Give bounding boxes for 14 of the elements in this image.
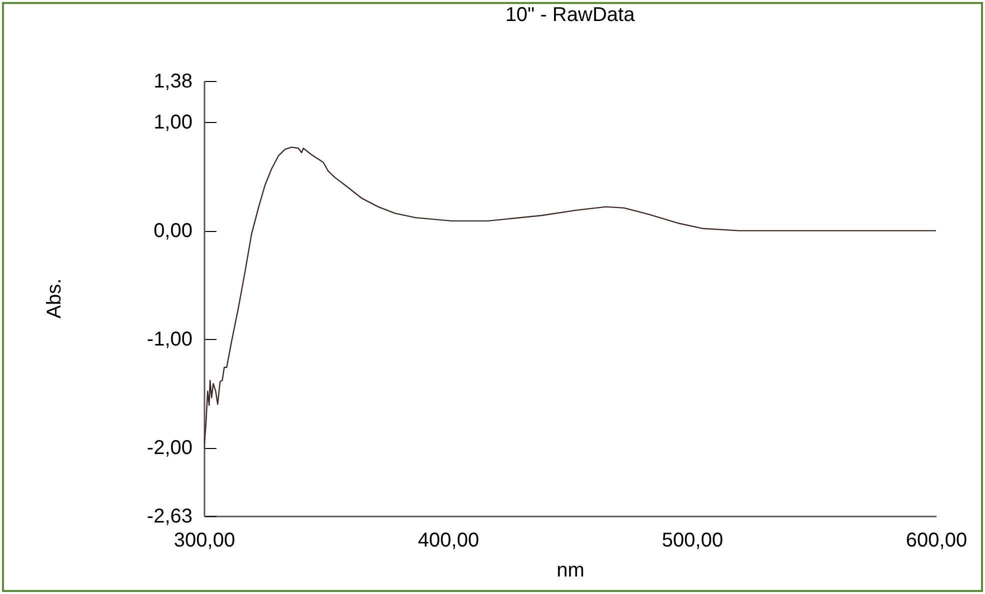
x-tick-label: 300,00 [174,530,236,552]
y-tick-label: 0,00 [154,220,192,242]
x-tick-label: 400,00 [418,530,480,552]
x-axis-title: nm [556,560,584,582]
y-tick-label: -2,63 [146,506,192,528]
x-tick-label: 600,00 [906,530,968,552]
x-tick-label: 500,00 [662,530,724,552]
y-tick-label: 1,00 [154,112,192,134]
chart-title: 10" - RawData [505,4,636,26]
y-axis-title: Abs. [44,278,66,319]
y-tick-label: -2,00 [146,437,192,460]
line-series [204,146,936,450]
y-tick-label: 1,38 [154,70,192,92]
y-tick-label: -1,00 [146,328,192,351]
